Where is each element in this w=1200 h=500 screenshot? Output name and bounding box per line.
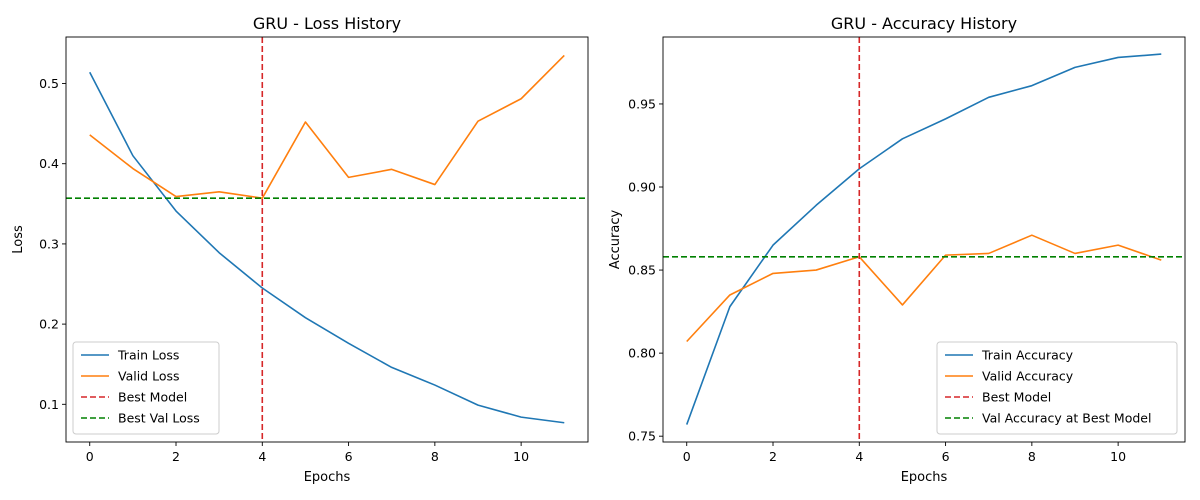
x-axis-label: Epochs bbox=[304, 470, 351, 485]
plot-area bbox=[66, 37, 588, 442]
x-tick-label: 4 bbox=[258, 449, 266, 464]
x-tick-label: 2 bbox=[769, 449, 777, 464]
chart-title: GRU - Loss History bbox=[253, 14, 401, 33]
x-tick-label: 0 bbox=[86, 449, 94, 464]
y-tick-label: 0.85 bbox=[628, 263, 656, 278]
x-tick-label: 6 bbox=[942, 449, 950, 464]
series-line-valid-loss bbox=[89, 54, 565, 199]
y-tick-label: 0.1 bbox=[39, 397, 59, 412]
y-tick-label: 0.3 bbox=[39, 236, 59, 251]
series-line-train-accuracy bbox=[685, 53, 1162, 425]
x-tick-label: 6 bbox=[345, 449, 353, 464]
x-axis-label: Epochs bbox=[901, 470, 948, 485]
axes-frame bbox=[65, 36, 589, 443]
legend-label: Valid Accuracy bbox=[982, 369, 1074, 384]
x-tick-label: 10 bbox=[1110, 449, 1126, 464]
x-tick-label: 4 bbox=[855, 449, 863, 464]
legend-label: Best Model bbox=[118, 390, 187, 405]
chart-title: GRU - Accuracy History bbox=[831, 14, 1017, 33]
axes-frame bbox=[662, 36, 1186, 443]
legend-label: Train Loss bbox=[117, 348, 179, 363]
series-line-train-loss bbox=[89, 71, 565, 424]
y-tick-label: 0.80 bbox=[628, 346, 656, 361]
legend-label: Best Val Loss bbox=[118, 411, 200, 426]
x-tick-label: 10 bbox=[513, 449, 529, 464]
x-tick-label: 0 bbox=[683, 449, 691, 464]
y-tick-label: 0.95 bbox=[628, 96, 656, 111]
charts: GRU - Loss History 0 2 4 6 8 10 0.1 0.2 0.3 0.4 0.5… bbox=[11, 14, 1186, 485]
chart-accuracy: GRU - Accuracy History 0 2 4 6 8 10 0.75 0.80 0.8… bbox=[608, 14, 1186, 485]
legend-box bbox=[936, 341, 1178, 435]
legend-label: Best Model bbox=[982, 390, 1051, 405]
y-axis-label: Loss bbox=[11, 225, 26, 254]
series-line-valid-accuracy bbox=[686, 234, 1162, 343]
y-tick-label: 0.2 bbox=[39, 317, 59, 332]
legend-label: Val Accuracy at Best Model bbox=[982, 411, 1151, 426]
plot-area bbox=[663, 37, 1185, 442]
chart-loss: GRU - Loss History 0 2 4 6 8 10 0.1 0.2 0.3 0.4 0.5… bbox=[11, 14, 589, 485]
x-tick-label: 2 bbox=[172, 449, 180, 464]
y-tick-label: 0.90 bbox=[628, 180, 656, 195]
y-tick-label: 0.75 bbox=[628, 429, 656, 444]
y-axis-label: Accuracy bbox=[608, 210, 623, 270]
legend-label: Valid Loss bbox=[118, 369, 180, 384]
y-tick-label: 0.4 bbox=[39, 156, 59, 171]
y-tick-label: 0.5 bbox=[39, 76, 59, 91]
legend-box bbox=[72, 341, 220, 435]
legend: Train Loss Valid Loss Best Model Best Val L… bbox=[72, 341, 220, 435]
x-tick-label: 8 bbox=[431, 449, 439, 464]
legend-label: Train Accuracy bbox=[981, 348, 1074, 363]
legend: Train Accuracy Valid Accuracy Best Model Va… bbox=[936, 341, 1178, 435]
x-tick-label: 8 bbox=[1028, 449, 1036, 464]
